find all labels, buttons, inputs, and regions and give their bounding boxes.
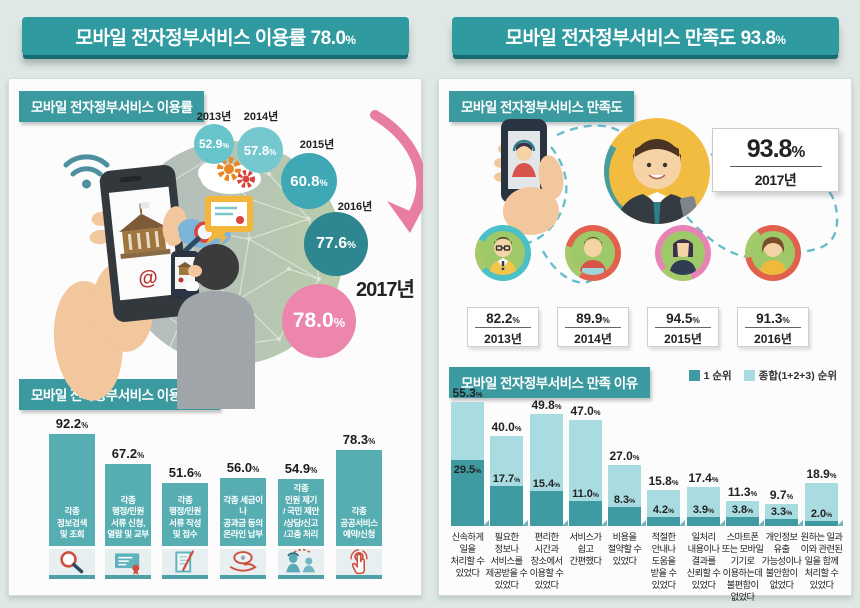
search-icon [49, 549, 95, 579]
videocall-phone-in-hand [494, 119, 564, 235]
hand-holding-phone: @ [53, 164, 190, 401]
trend-arrow [370, 110, 423, 233]
legend-total-rank: 종합(1+2+3) 순위 [743, 368, 837, 383]
usage-bubble-2016: 77.6% [304, 212, 368, 276]
current-score-year: 2017년 [754, 172, 797, 188]
usage-bubble-2014: 57.8% [237, 127, 283, 173]
at-symbol: @ [137, 266, 159, 290]
usage-bubble-2017: 78.0% [282, 284, 356, 358]
satisfaction-section-title: 모바일 전자정부서비스 만족도 [449, 91, 635, 122]
current-score-value: 93.8% [746, 135, 805, 163]
left-panel-title-banner: 모바일 전자정부서비스 이용률 78.0% [22, 17, 409, 55]
legend-swatch-dark [688, 370, 700, 381]
legend-first-rank: 1 순위 [688, 368, 732, 383]
avatar-2015 [655, 225, 711, 281]
usage-year-2015: 2015년 [299, 139, 335, 151]
government-building-icon [119, 201, 171, 259]
usage-year-2014: 2014년 [243, 111, 279, 123]
satisfaction-panel: 모바일 전자정부서비스 만족도 [438, 78, 852, 602]
usage-year-2013: 2013년 [196, 111, 232, 123]
click-icon [336, 549, 382, 579]
agent-avatar [512, 139, 536, 177]
usage-panel: 모바일 전자정부서비스 이용률 [8, 78, 423, 596]
score-2015: 94.5% 2015년 [647, 307, 719, 347]
satisfaction-illustration [494, 118, 839, 284]
usage-bubble-2015: 60.8% [281, 153, 337, 209]
legend: 1 순위 종합(1+2+3) 순위 [688, 368, 837, 383]
avatar-2014 [565, 225, 621, 281]
usage-year-2017: 2017년 [356, 279, 415, 301]
usage-year-2016: 2016년 [337, 201, 373, 213]
divider [729, 166, 822, 167]
score-2014: 89.9% 2014년 [557, 307, 629, 347]
certificate-bubble-icon [205, 196, 253, 245]
person-using-phone [171, 244, 255, 409]
current-score-box: 93.8% 2017년 [712, 128, 839, 192]
cloud-gears-icon [198, 157, 261, 194]
usage-bubble-2013: 52.9% [194, 124, 234, 164]
left-banner-text: 모바일 전자정부서비스 이용률 78.0% [75, 27, 356, 49]
lightning-icon [216, 227, 230, 249]
legend-swatch-light [743, 370, 755, 381]
score-2016: 91.3% 2016년 [737, 307, 809, 347]
right-panel-title-banner: 모바일 전자정부서비스 만족도 93.8% [452, 17, 839, 55]
right-banner-text: 모바일 전자정부서비스 만족도 93.8% [505, 27, 786, 49]
avatar-2016 [745, 225, 801, 281]
score-2013: 82.2% 2013년 [467, 307, 539, 347]
avatar-2013 [475, 225, 531, 281]
write-icon [162, 549, 208, 579]
certificate-icon [105, 549, 151, 579]
usage-section-title: 모바일 전자정부서비스 이용률 [19, 91, 205, 122]
wifi-icon [63, 154, 110, 189]
counsel-icon [278, 549, 324, 579]
satisfied-user-illustration [604, 118, 710, 224]
payment-icon [220, 549, 266, 579]
reasons-section-title: 모바일 전자정부서비스 만족 이유 [449, 367, 650, 398]
